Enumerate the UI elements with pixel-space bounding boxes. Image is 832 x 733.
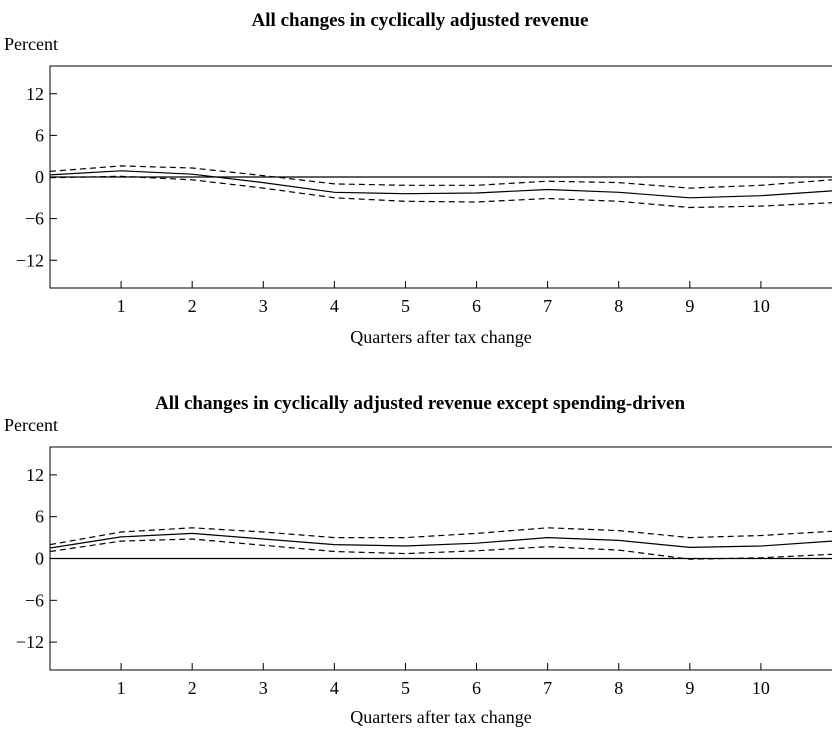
x-tick-label: 9 bbox=[685, 678, 694, 698]
x-tick-label: 7 bbox=[543, 678, 552, 698]
y-tick-label: 12 bbox=[26, 465, 44, 485]
y-tick-label: −6 bbox=[25, 590, 44, 610]
x-tick-label: 1 bbox=[117, 296, 126, 316]
x-tick-label: 5 bbox=[401, 296, 410, 316]
lower-band-line bbox=[49, 175, 832, 209]
y-axis-label: Percent bbox=[4, 34, 58, 54]
x-tick-label: 8 bbox=[614, 296, 623, 316]
chart-title: All changes in cyclically adjusted reven… bbox=[252, 10, 589, 31]
y-tick-label: 6 bbox=[35, 125, 44, 145]
x-tick-label: 6 bbox=[472, 678, 481, 698]
x-tick-label: 5 bbox=[401, 678, 410, 698]
x-tick-label: 7 bbox=[543, 296, 552, 316]
x-tick-label: 10 bbox=[752, 678, 770, 698]
x-tick-label: 1 bbox=[117, 678, 126, 698]
bottom-panel: All changes in cyclically adjusted reven… bbox=[4, 393, 832, 727]
upper-band-line bbox=[49, 527, 832, 546]
y-tick-label: 12 bbox=[26, 84, 44, 104]
y-tick-label: −12 bbox=[16, 632, 44, 652]
y-tick-label: 0 bbox=[35, 167, 44, 187]
y-tick-label: 6 bbox=[35, 507, 44, 527]
x-axis-label: Quarters after tax change bbox=[350, 327, 531, 347]
y-tick-label: −6 bbox=[25, 209, 44, 229]
x-tick-label: 8 bbox=[614, 678, 623, 698]
top-panel: All changes in cyclically adjusted reven… bbox=[4, 10, 832, 347]
x-tick-label: 3 bbox=[259, 296, 268, 316]
y-axis-label: Percent bbox=[4, 415, 58, 435]
x-tick-label: 2 bbox=[188, 296, 197, 316]
lower-band-line bbox=[49, 538, 832, 560]
y-tick-label: 0 bbox=[35, 549, 44, 569]
x-tick-label: 2 bbox=[188, 678, 197, 698]
y-tick-label: −12 bbox=[16, 250, 44, 270]
x-tick-label: 3 bbox=[259, 678, 268, 698]
x-tick-label: 9 bbox=[685, 296, 694, 316]
estimate-line bbox=[49, 532, 832, 549]
upper-band-line bbox=[49, 165, 832, 189]
x-tick-label: 10 bbox=[752, 296, 770, 316]
x-tick-label: 6 bbox=[472, 296, 481, 316]
estimate-line bbox=[49, 170, 832, 199]
x-tick-label: 4 bbox=[330, 678, 339, 698]
x-axis-label: Quarters after tax change bbox=[350, 707, 531, 727]
x-tick-label: 4 bbox=[330, 296, 339, 316]
chart-title: All changes in cyclically adjusted reven… bbox=[155, 393, 685, 414]
